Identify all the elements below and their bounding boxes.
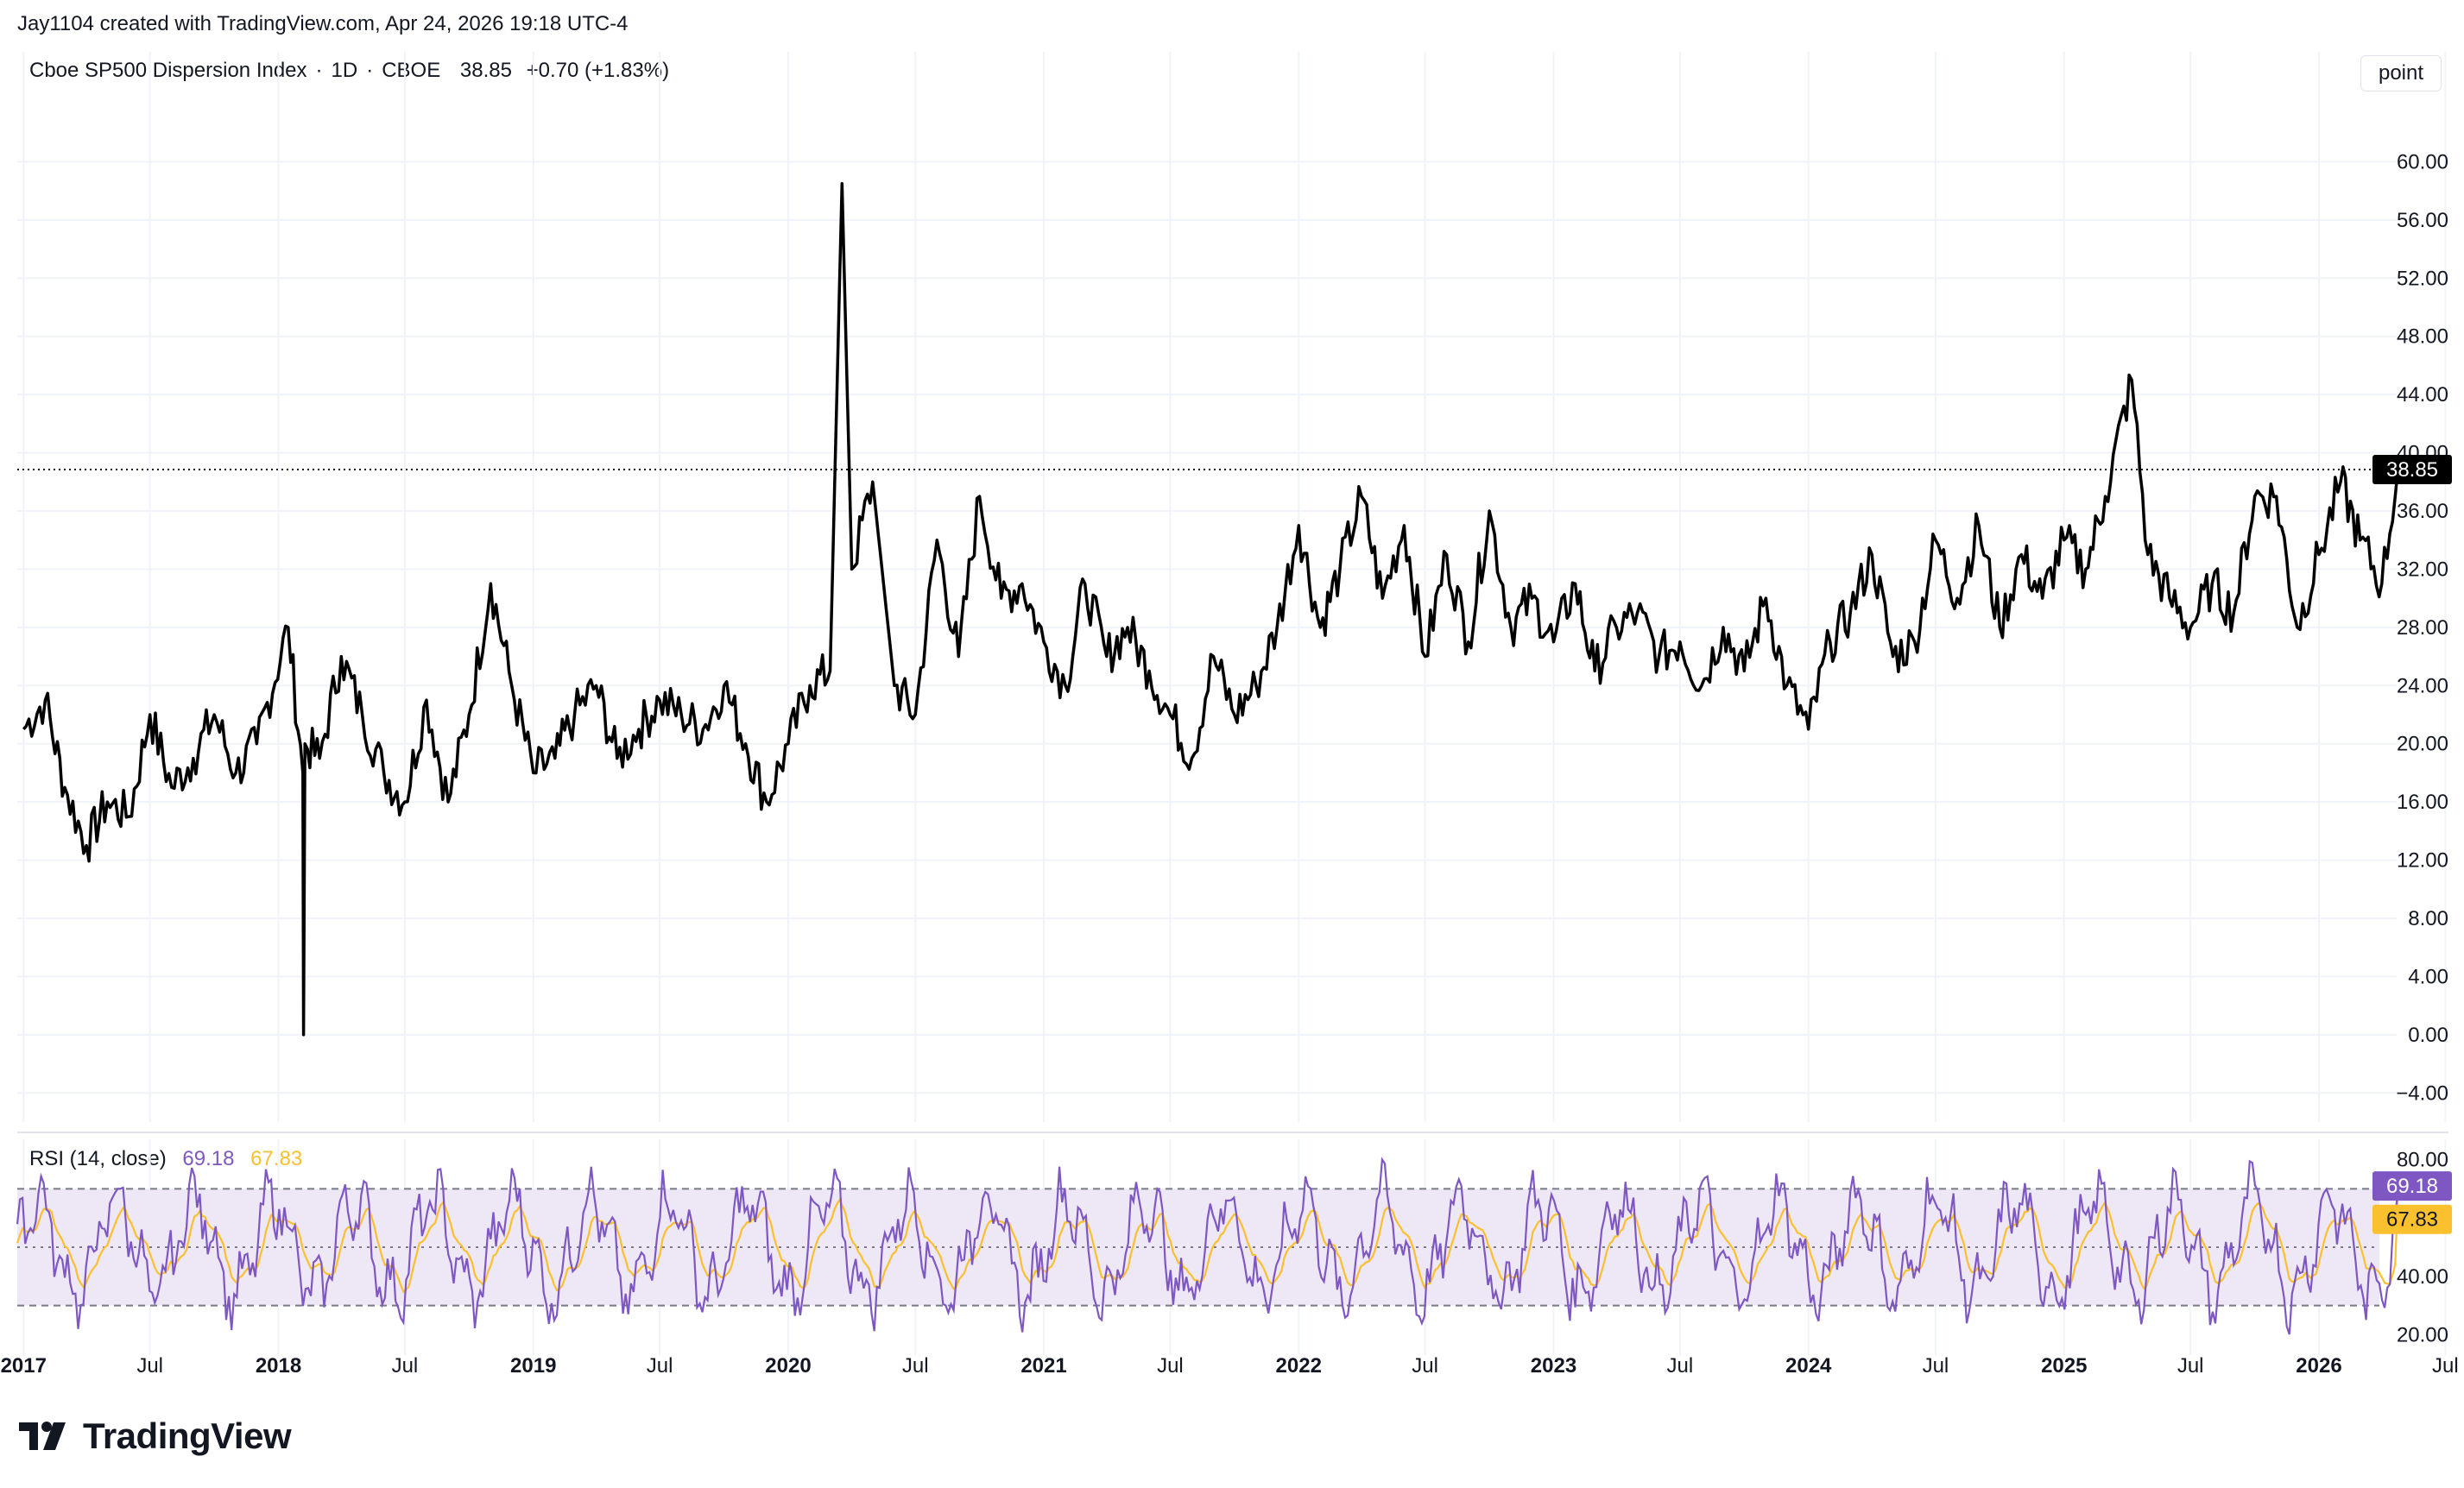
time-tick-label: 2021 [1020,1354,1066,1378]
price-change: +0.70 (+1.83%) [526,59,670,82]
price-tick-label: 16.00 [2397,791,2448,814]
rsi-value: 69.18 [182,1147,235,1170]
price-axis[interactable]: 60.0056.0052.0048.0044.0040.0036.0032.00… [2396,150,2448,1105]
price-tick-label: 8.00 [2408,907,2448,930]
time-tick-label: 2020 [765,1354,811,1378]
rsi-band-lines [17,1188,2379,1307]
price-tick-label: 60.00 [2397,150,2448,173]
price-tick-label: 28.00 [2397,616,2448,640]
time-tick-label: Jul [647,1354,673,1378]
time-tick-label: 2026 [2296,1354,2341,1378]
rsi-ma-value-tag-bg [2372,1204,2452,1234]
unit-label: point [2378,61,2424,85]
symbol-exchange: CBOE [382,59,441,82]
time-tick-label: Jul [2177,1354,2204,1378]
time-axis[interactable]: 2017 Jul 2018 Jul 2019 Jul 2020 Jul 2021 Jul 2022 J… [1,1354,2459,1378]
time-tick-label: Jul [902,1354,929,1378]
last-price: 38.85 [459,59,512,82]
price-tick-label: 48.00 [2397,325,2448,349]
rsi-value-tag-bg [2372,1171,2452,1201]
symbol-legend[interactable]: Cboe SP500 Dispersion Index · 1D · CBOE 38.8… [29,59,678,83]
price-tick-label: −4.00 [2396,1081,2448,1105]
legend-separator: · [366,59,374,82]
rsi-axis[interactable]: 80.00 40.00 20.00 [2397,1149,2448,1347]
price-tick-label: 36.00 [2397,500,2448,523]
time-tick-label: Jul [392,1354,419,1378]
time-tick-label: Jul [1667,1354,1694,1378]
axis-value-tags: 38.85 69.18 67.83 [2372,454,2452,1234]
price-tick-label: 44.00 [2397,383,2448,407]
symbol-name: Cboe SP500 Dispersion Index [29,59,307,82]
last-price-tag-bg [2372,454,2452,484]
price-scale-unit-button[interactable]: point [2360,55,2442,91]
price-tick-label: 52.00 [2397,267,2448,290]
legend-separator: · [315,59,323,82]
time-tick-label: 2017 [1,1354,47,1378]
time-tick-label: 2018 [256,1354,301,1378]
time-tick-label: Jul [2432,1354,2459,1378]
rsi-tick-label: 80.00 [2397,1149,2448,1172]
price-tick-label: 4.00 [2408,965,2448,988]
tradingview-brand[interactable]: TradingView [19,1415,292,1457]
rsi-tick-label: 40.00 [2397,1265,2448,1289]
time-tick-label: 2024 [1785,1354,1832,1378]
rsi-ma-value: 67.83 [250,1147,303,1170]
last-price-tag: 38.85 [2386,458,2438,482]
symbol-interval: 1D [331,59,358,82]
time-tick-label: 2022 [1276,1354,1322,1378]
main-grid [17,52,2447,1122]
price-tick-label: 12.00 [2397,849,2448,873]
time-tick-label: Jul [1412,1354,1438,1378]
rsi-ma-value-tag: 67.83 [2386,1208,2438,1232]
rsi-label: RSI (14, close) [29,1147,167,1170]
rsi-tick-label: 20.00 [2397,1323,2448,1346]
time-tick-label: 2023 [1531,1354,1576,1378]
rsi-line [16,1157,2399,1335]
time-tick-label: 2025 [2041,1354,2087,1378]
time-tick-label: Jul [1923,1354,1949,1378]
price-tick-label: 0.00 [2408,1024,2448,1047]
chart-attribution: Jay1104 created with TradingView.com, Ap… [17,12,629,35]
price-tick-label: 24.00 [2397,674,2448,697]
rsi-value-tag: 69.18 [2386,1175,2438,1198]
price-tick-label: 56.00 [2397,209,2448,232]
tradingview-logo-icon [19,1422,66,1450]
price-tick-label: 32.00 [2397,558,2448,581]
rsi-legend[interactable]: RSI (14, close) 69.18 67.83 [29,1147,313,1171]
time-tick-label: 2019 [510,1354,556,1378]
price-series-line [22,181,2400,1037]
rsi-ma-line [16,1195,2399,1294]
price-tick-label: 20.00 [2397,733,2448,756]
time-tick-label: Jul [136,1354,163,1378]
time-tick-label: Jul [1157,1354,1184,1378]
brand-name: TradingView [83,1415,292,1456]
